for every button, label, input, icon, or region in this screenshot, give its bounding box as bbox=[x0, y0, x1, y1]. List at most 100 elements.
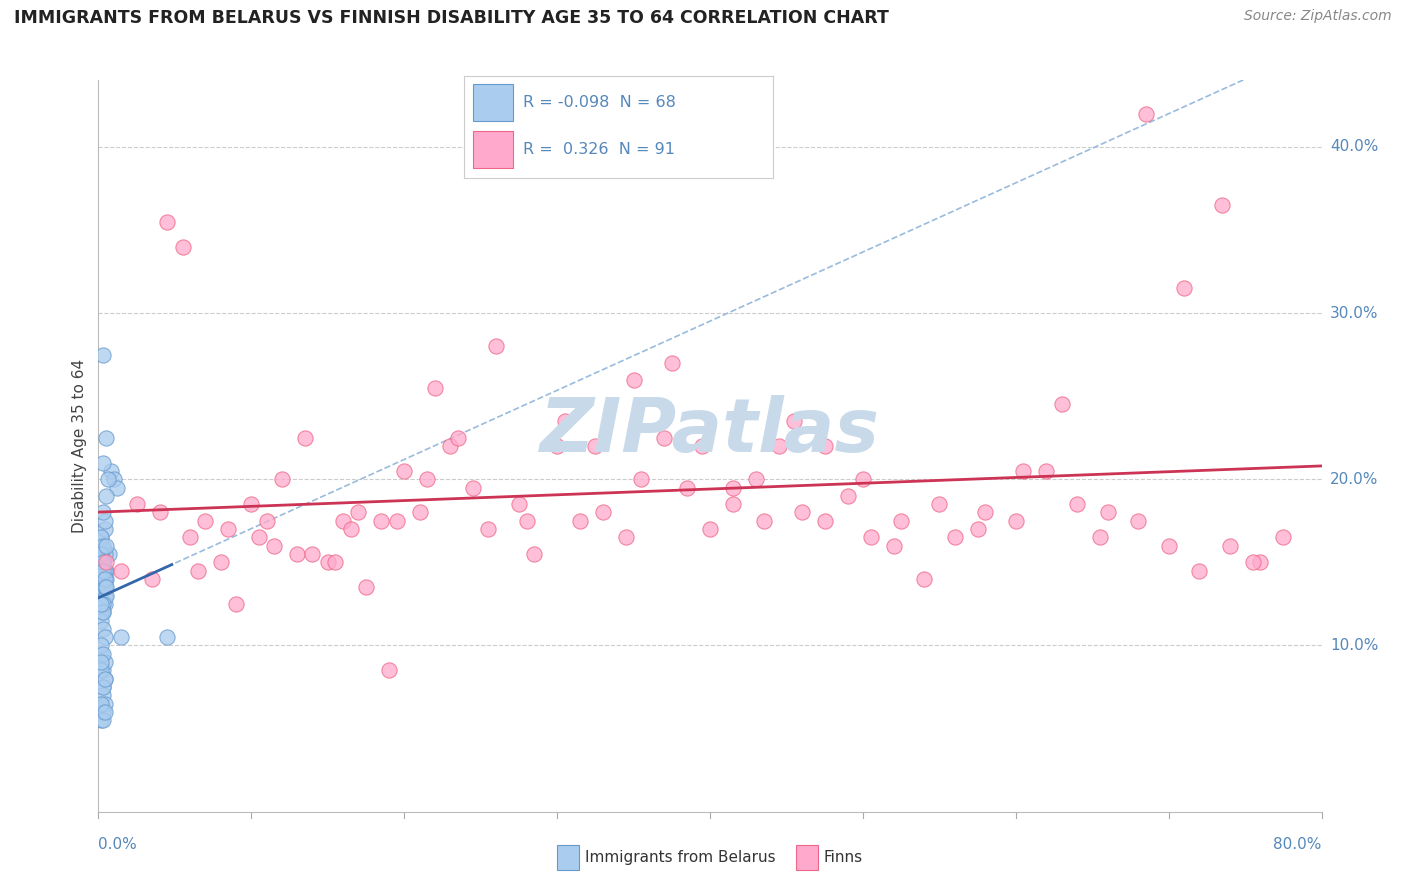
Point bbox=[1004, 514, 1026, 528]
Point bbox=[256, 514, 278, 528]
Point bbox=[90, 664, 112, 678]
Point bbox=[416, 472, 439, 486]
Point bbox=[93, 697, 115, 711]
Point bbox=[247, 530, 270, 544]
Point bbox=[408, 506, 430, 520]
Point bbox=[1173, 281, 1195, 295]
Point bbox=[814, 439, 837, 453]
Point bbox=[883, 539, 905, 553]
Text: 10.0%: 10.0% bbox=[1330, 638, 1378, 653]
Point bbox=[332, 514, 354, 528]
Point bbox=[94, 572, 117, 586]
Text: 30.0%: 30.0% bbox=[1330, 306, 1378, 320]
Point bbox=[93, 522, 115, 536]
Point bbox=[692, 439, 714, 453]
Point bbox=[370, 514, 392, 528]
Text: R = -0.098  N = 68: R = -0.098 N = 68 bbox=[523, 95, 676, 110]
Point bbox=[569, 514, 592, 528]
Point bbox=[125, 497, 148, 511]
Point bbox=[91, 564, 114, 578]
Point bbox=[93, 572, 115, 586]
Point bbox=[652, 431, 675, 445]
Point bbox=[294, 431, 316, 445]
Point bbox=[90, 530, 112, 544]
Point bbox=[91, 555, 114, 569]
Point bbox=[852, 472, 875, 486]
Text: Finns: Finns bbox=[824, 850, 863, 864]
Point bbox=[661, 356, 683, 370]
Point bbox=[1157, 539, 1180, 553]
Point bbox=[105, 481, 128, 495]
Point bbox=[90, 539, 112, 553]
Point bbox=[90, 547, 112, 561]
Point bbox=[477, 522, 499, 536]
Point bbox=[94, 580, 117, 594]
Point bbox=[93, 630, 115, 644]
Point bbox=[1272, 530, 1295, 544]
Point bbox=[1050, 397, 1073, 411]
Point bbox=[97, 472, 120, 486]
Point bbox=[592, 506, 614, 520]
Point bbox=[90, 605, 112, 619]
Point bbox=[699, 522, 721, 536]
Point bbox=[316, 555, 339, 569]
Point bbox=[1135, 106, 1157, 120]
Point bbox=[630, 472, 652, 486]
Point bbox=[91, 647, 114, 661]
Point bbox=[94, 489, 117, 503]
Point bbox=[93, 672, 115, 686]
Point bbox=[94, 431, 117, 445]
Point bbox=[91, 597, 114, 611]
Point bbox=[91, 605, 114, 619]
Point bbox=[912, 572, 935, 586]
Point bbox=[93, 597, 115, 611]
Point bbox=[485, 339, 508, 353]
Point bbox=[91, 605, 114, 619]
Point bbox=[966, 522, 988, 536]
Point bbox=[339, 522, 361, 536]
Point bbox=[156, 630, 179, 644]
Point bbox=[93, 514, 115, 528]
Point bbox=[194, 514, 217, 528]
Point bbox=[98, 547, 121, 561]
Point bbox=[1241, 555, 1264, 569]
Point bbox=[91, 622, 114, 636]
Point bbox=[554, 414, 576, 428]
Point bbox=[91, 506, 114, 520]
Point bbox=[93, 564, 115, 578]
Point bbox=[745, 472, 768, 486]
Point bbox=[179, 530, 201, 544]
Point bbox=[1128, 514, 1150, 528]
Point bbox=[516, 514, 538, 528]
Point bbox=[752, 514, 775, 528]
Point bbox=[721, 481, 744, 495]
Point bbox=[225, 597, 247, 611]
Point bbox=[91, 714, 114, 728]
Point bbox=[890, 514, 912, 528]
Point bbox=[90, 572, 112, 586]
Point bbox=[93, 672, 115, 686]
Point bbox=[928, 497, 950, 511]
Text: IMMIGRANTS FROM BELARUS VS FINNISH DISABILITY AGE 35 TO 64 CORRELATION CHART: IMMIGRANTS FROM BELARUS VS FINNISH DISAB… bbox=[14, 9, 889, 27]
Point bbox=[91, 348, 114, 362]
Point bbox=[93, 589, 115, 603]
Point bbox=[392, 464, 416, 478]
Point bbox=[354, 580, 377, 594]
Text: 20.0%: 20.0% bbox=[1330, 472, 1378, 487]
Point bbox=[285, 547, 308, 561]
Point bbox=[623, 372, 645, 386]
Text: Source: ZipAtlas.com: Source: ZipAtlas.com bbox=[1244, 9, 1392, 23]
Point bbox=[270, 472, 294, 486]
Point bbox=[90, 614, 112, 628]
Point bbox=[90, 647, 112, 661]
Point bbox=[1188, 564, 1211, 578]
Point bbox=[439, 439, 461, 453]
Point bbox=[1066, 497, 1088, 511]
Point bbox=[583, 439, 606, 453]
Point bbox=[447, 431, 470, 445]
Point bbox=[90, 564, 112, 578]
Point bbox=[721, 497, 744, 511]
Point bbox=[347, 506, 370, 520]
Point bbox=[103, 472, 125, 486]
Point bbox=[110, 564, 132, 578]
